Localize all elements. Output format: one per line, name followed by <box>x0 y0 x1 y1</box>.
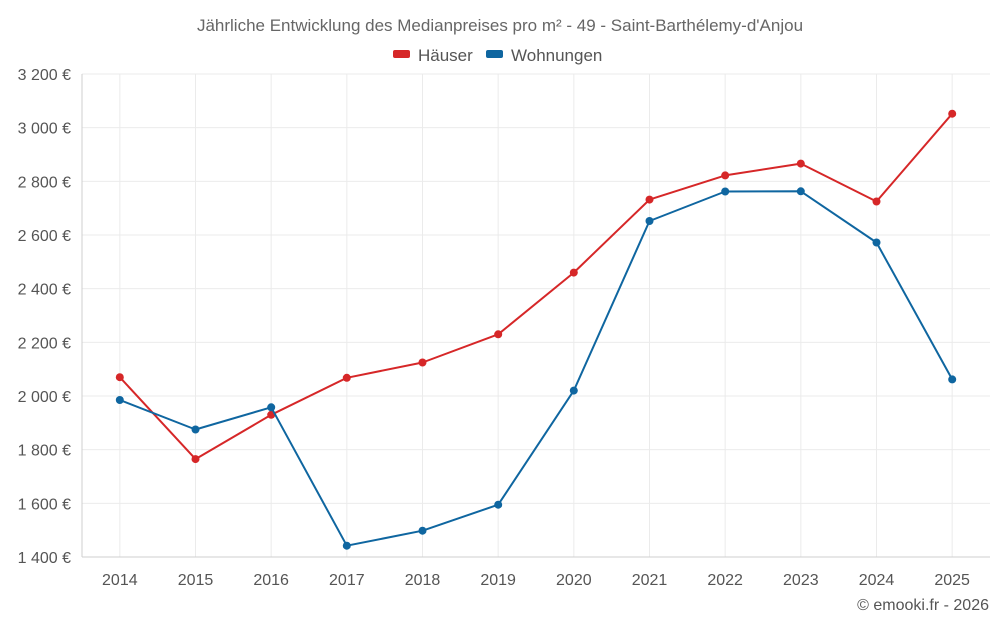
data-point-haeuser[interactable] <box>569 268 578 277</box>
x-tick-label: 2014 <box>102 572 138 589</box>
chart-title: Jährliche Entwicklung des Medianpreises … <box>197 16 803 35</box>
y-tick-label: 1 400 € <box>18 550 71 567</box>
data-point-haeuser[interactable] <box>342 373 351 382</box>
x-tick-label: 2020 <box>556 572 592 589</box>
x-tick-label: 2024 <box>859 572 895 589</box>
y-tick-label: 2 400 € <box>18 282 71 299</box>
x-tick-label: 2023 <box>783 572 819 589</box>
credit-text: © emooki.fr - 2026 <box>857 597 989 614</box>
y-tick-label: 3 000 € <box>18 121 71 138</box>
data-point-haeuser[interactable] <box>115 373 124 382</box>
data-point-haeuser[interactable] <box>872 197 881 206</box>
data-point-wohnungen[interactable] <box>418 526 427 535</box>
y-axis: 1 400 € 1 600 € 1 800 € 2 000 € 2 200 € 2 400… <box>18 67 71 567</box>
series-wohnungen <box>115 187 957 550</box>
series-layer <box>115 109 957 550</box>
series-haeuser <box>115 109 957 464</box>
series-line-wohnungen <box>119 190 954 547</box>
data-point-haeuser[interactable] <box>191 455 200 464</box>
data-point-wohnungen[interactable] <box>872 238 881 247</box>
chart-legend: Häuser Wohnungen <box>393 46 602 65</box>
data-point-haeuser[interactable] <box>494 330 503 339</box>
data-point-wohnungen[interactable] <box>191 425 200 434</box>
y-tick-label: 2 000 € <box>18 389 71 406</box>
data-point-haeuser[interactable] <box>796 159 805 168</box>
legend-label-wohnungen: Wohnungen <box>511 46 602 65</box>
data-point-haeuser[interactable] <box>721 171 730 180</box>
x-axis: 2014 2015 2016 2017 2018 2019 2020 2021 2022 2023… <box>102 572 970 589</box>
x-tick-label: 2016 <box>253 572 289 589</box>
x-tick-label: 2025 <box>934 572 970 589</box>
y-tick-label: 2 200 € <box>18 335 71 352</box>
grid <box>81 73 990 558</box>
data-point-wohnungen[interactable] <box>494 500 503 509</box>
data-point-wohnungen[interactable] <box>645 217 654 225</box>
legend-swatch-wohnungen <box>486 50 503 58</box>
data-point-wohnungen[interactable] <box>267 403 276 412</box>
y-tick-label: 1 600 € <box>18 496 71 513</box>
y-tick-label: 3 200 € <box>18 67 71 84</box>
data-point-haeuser[interactable] <box>418 358 427 367</box>
y-tick-label: 2 600 € <box>18 228 71 245</box>
data-point-haeuser[interactable] <box>645 195 654 204</box>
series-line-haeuser <box>119 113 953 461</box>
x-tick-label: 2017 <box>329 572 365 589</box>
y-tick-label: 1 800 € <box>18 443 71 460</box>
data-point-wohnungen[interactable] <box>796 187 805 196</box>
x-tick-label: 2021 <box>632 572 668 589</box>
data-point-haeuser[interactable] <box>948 109 957 118</box>
data-point-wohnungen[interactable] <box>569 386 578 395</box>
x-tick-label: 2015 <box>178 572 214 589</box>
data-point-wohnungen[interactable] <box>115 396 124 404</box>
data-point-wohnungen[interactable] <box>721 187 730 196</box>
x-tick-label: 2018 <box>405 572 441 589</box>
data-point-wohnungen[interactable] <box>342 541 351 550</box>
legend-label-haeuser: Häuser <box>418 46 473 65</box>
legend-swatch-haeuser <box>393 50 410 58</box>
x-tick-label: 2022 <box>707 572 743 589</box>
x-tick-label: 2019 <box>480 572 516 589</box>
data-point-wohnungen[interactable] <box>948 375 957 384</box>
y-tick-label: 2 800 € <box>18 174 71 191</box>
